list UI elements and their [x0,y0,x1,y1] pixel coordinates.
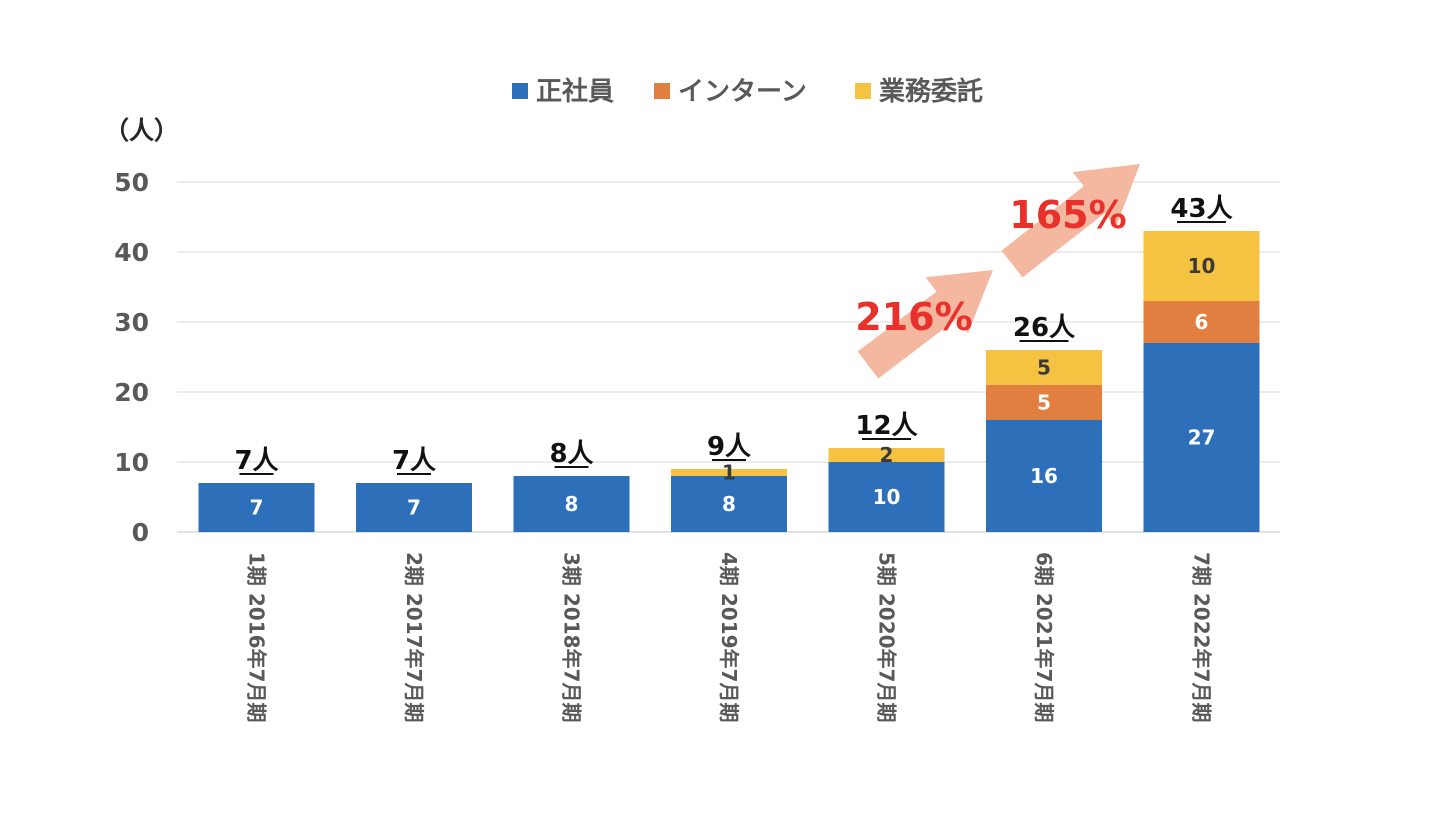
total-label-6: 43人 [1170,194,1232,224]
segment-label: 10 [1188,254,1216,278]
total-label-1: 7人 [392,446,436,476]
x-axis-labels: 1期 2016年7月期 2期 2017年7月期 3期 2018年7月期 4期 2019… [245,552,1214,722]
y-tick-label: 50 [114,168,149,197]
bar-segment-2-5 [986,350,1102,385]
segment-label: 1 [722,461,736,485]
x-axis-label-5: 6期 2021年7月期 [1032,552,1056,722]
bar-segment-1-6 [1143,301,1260,343]
bar-segment-2-4 [828,448,945,462]
growth-arrow-0 [857,270,993,379]
x-axis-label-1: 2期 2017年7月期 [402,552,426,722]
y-tick-label: 30 [114,308,149,337]
y-tick-label: 40 [114,238,149,267]
growth-arrows: 216% 165% [855,164,1140,379]
total-label-2: 8人 [549,439,593,469]
growth-label-1: 165% [1009,193,1126,237]
segment-label: 7 [250,496,264,520]
total-labels: 7人 7人 8人 9人 12人 26人 43人 [234,194,1232,476]
x-axis-label-0: 1期 2016年7月期 [245,552,269,722]
legend: 正社員 インターン 業務委託 [512,76,983,107]
bar-segment-0-6 [1143,343,1260,532]
y-axis-unit-label: （人） [104,116,179,145]
bar-segment-2-3 [671,469,787,476]
legend-swatch-1 [654,83,670,99]
segment-label: 2 [880,443,894,467]
total-label-4: 12人 [855,411,917,441]
bars [198,231,1260,532]
segment-label: 7 [407,496,421,520]
bar-segment-2-6 [1143,231,1260,301]
bar-segment-0-4 [828,462,945,532]
segment-label: 6 [1195,310,1209,334]
y-tick-label: 20 [114,378,149,407]
total-label-5: 26人 [1013,313,1075,343]
bar-segment-1-5 [986,385,1102,420]
x-axis-label-3: 4期 2019年7月期 [717,552,741,722]
total-label-0: 7人 [234,446,278,476]
bar-segment-0-5 [986,420,1102,532]
y-tick-label: 10 [114,448,149,477]
total-label-3: 9人 [707,432,751,462]
legend-label-0: 正社員 [536,76,614,107]
bar-segment-0-1 [356,483,472,532]
x-axis-label-2: 3期 2018年7月期 [560,552,584,722]
segment-label: 8 [722,492,736,516]
legend-label-1: インターン [678,77,807,107]
legend-swatch-0 [512,83,528,99]
segment-label: 27 [1188,426,1216,450]
segment-label: 10 [873,485,901,509]
y-axis-ticks: 0 10 20 30 40 50 [114,168,149,547]
bar-segment-0-0 [198,483,315,532]
segment-labels: 7 7 8 8 1 10 2 16 5 5 27 6 10 [250,254,1216,520]
x-axis-label-4: 5期 2020年7月期 [875,552,899,722]
segment-label: 8 [565,492,579,516]
segment-label: 16 [1030,464,1058,488]
legend-swatch-2 [855,83,871,99]
legend-label-2: 業務委託 [879,76,983,107]
segment-label: 5 [1037,356,1051,380]
x-axis-label-6: 7期 2022年7月期 [1190,552,1214,722]
growth-arrow-1 [1001,164,1140,278]
bar-segment-0-2 [513,476,630,532]
bar-segment-0-3 [671,476,787,532]
growth-label-0: 216% [855,295,972,339]
y-tick-label: 0 [132,518,149,547]
segment-label: 5 [1037,391,1051,415]
